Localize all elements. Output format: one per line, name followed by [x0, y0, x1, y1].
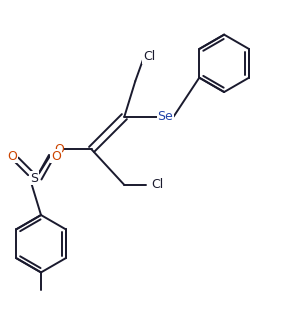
- Text: O: O: [54, 143, 64, 156]
- Text: O: O: [51, 150, 61, 163]
- Text: O: O: [7, 150, 17, 163]
- Text: S: S: [30, 172, 38, 185]
- Text: Se: Se: [158, 110, 173, 123]
- Text: Cl: Cl: [143, 50, 155, 63]
- Text: Cl: Cl: [152, 178, 164, 191]
